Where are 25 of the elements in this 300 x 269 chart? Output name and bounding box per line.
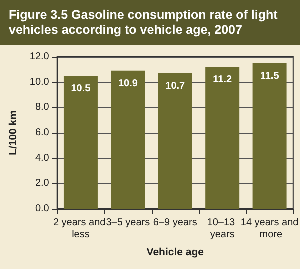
y-tick-label: 12.0 (30, 52, 50, 62)
y-axis-title: L/100 km (8, 110, 20, 156)
bar (206, 67, 240, 209)
y-tick-label: 0.0 (35, 204, 50, 214)
y-tick-label: 8.0 (35, 102, 50, 114)
x-tick-label: 3–5 years (106, 218, 150, 228)
x-tick-label: 14 years and more (240, 218, 299, 240)
data-label: 11.2 (213, 74, 232, 86)
x-tick-label: 6–9 years (153, 218, 198, 228)
data-label: 10.7 (166, 80, 186, 92)
y-tick-label: 6.0 (35, 128, 50, 138)
bar (111, 70, 146, 209)
y-tick-label: 2.0 (35, 178, 50, 190)
data-label: 10.5 (71, 84, 92, 94)
bar (158, 73, 192, 209)
y-tick-label: 4.0 (35, 152, 50, 164)
bar (64, 76, 98, 209)
x-tick-label: 10–13 years (207, 218, 238, 240)
y-tick-label: 10.0 (30, 76, 50, 88)
data-label: 10.9 (118, 78, 138, 90)
x-axis-title: Vehicle age (146, 246, 204, 258)
bar (252, 63, 287, 209)
chart-title: Figure 3.5 Gasoline consumption rate of light vehicles according to vehicle age, 2007 (0, 0, 300, 45)
x-tick-label: 2 years and less (53, 218, 106, 240)
data-label: 11.5 (260, 70, 280, 82)
